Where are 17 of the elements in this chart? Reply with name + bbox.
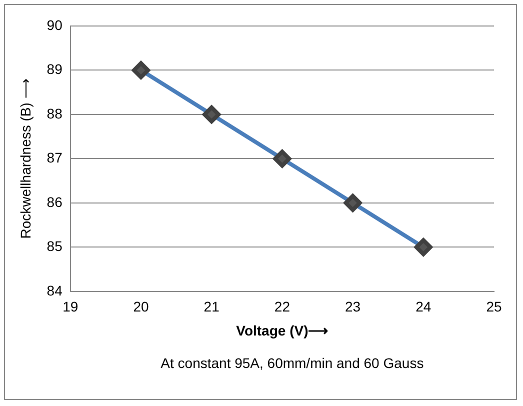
y-axis-title: Rockwellhardness (B) ⟶ bbox=[17, 78, 34, 239]
x-tick-label: 24 bbox=[416, 298, 432, 315]
x-tick-label: 22 bbox=[274, 298, 290, 315]
y-tick-label: 86 bbox=[46, 194, 63, 210]
x-tick-label: 19 bbox=[62, 298, 78, 315]
x-tick-label: 23 bbox=[345, 298, 361, 315]
y-tick-label: 85 bbox=[46, 238, 63, 254]
x-axis-title: Voltage (V)⟶ bbox=[236, 322, 328, 338]
y-tick-label: 84 bbox=[46, 282, 63, 298]
x-tick-label: 21 bbox=[204, 298, 220, 315]
y-tick-label: 90 bbox=[46, 16, 63, 33]
x-tick-label: 20 bbox=[133, 298, 149, 315]
text: At constant 95A, 60mm/min and 60 Gauss bbox=[160, 355, 424, 371]
x-tick-label: 25 bbox=[486, 298, 502, 315]
y-tick-label: 88 bbox=[46, 105, 63, 122]
y-tick-label: 89 bbox=[46, 61, 63, 78]
y-tick-label: 87 bbox=[46, 150, 63, 166]
